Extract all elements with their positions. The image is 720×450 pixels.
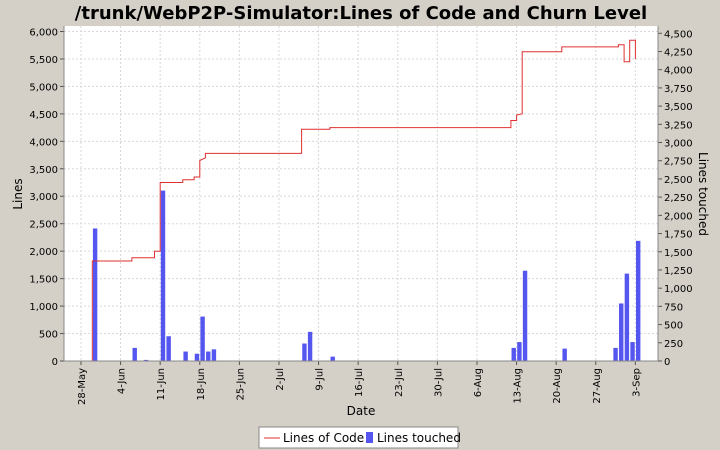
y2-tick-label: 1,000: [664, 284, 693, 295]
y-tick-label: 4,500: [29, 110, 58, 121]
churn-bar: [160, 190, 166, 361]
y2-tick-label: 3,000: [664, 139, 693, 150]
y-tick-label: 1,500: [29, 275, 58, 286]
churn-bar: [562, 348, 567, 361]
churn-bar: [206, 351, 211, 361]
x-tick-label: 6-Aug: [473, 368, 484, 397]
churn-bar: [636, 240, 641, 361]
x-tick-label: 27-Aug: [592, 368, 603, 404]
loc-line: [91, 39, 636, 361]
legend-box: [258, 426, 459, 449]
bars-series: [92, 190, 641, 361]
y2-tick-label: 3,250: [664, 120, 693, 131]
x-tick-label: 9-Jul: [315, 368, 326, 391]
churn-bar: [143, 359, 149, 361]
x-tick-label: 3-Sep: [631, 368, 642, 397]
churn-bar: [211, 349, 217, 361]
chart-title: /trunk/WebP2P-Simulator:Lines of Code an…: [75, 3, 647, 24]
right-axis: 0 250 500 750 1,000 1,250 1,500 1,750 2,000 2,250…: [657, 26, 693, 368]
y-tick-label: 500: [39, 330, 58, 341]
y2-tick-label: 250: [664, 339, 683, 350]
legend-bar-swatch: [366, 432, 373, 443]
y2-tick-label: 4,500: [664, 29, 693, 40]
x-tick-label: 23-Jul: [394, 368, 405, 397]
y2-tick-label: 750: [664, 302, 683, 313]
x-tick-label: 30-Jul: [433, 368, 444, 397]
y2-tick-label: 4,250: [664, 47, 693, 58]
churn-bar: [630, 342, 635, 361]
y-tick-label: 2,000: [29, 247, 58, 258]
plot-background: [64, 26, 658, 361]
churn-bar: [330, 356, 335, 361]
churn-bar: [302, 343, 307, 361]
y-tick-label: 3,500: [29, 165, 58, 176]
churn-bar: [200, 316, 205, 361]
x-tick-label: 13-Aug: [513, 368, 524, 404]
y2-tick-label: 1,750: [664, 230, 693, 241]
churn-bar: [619, 303, 624, 361]
x-tick-label: 2-Jul: [275, 368, 286, 391]
churn-bar: [166, 336, 171, 361]
x-tick-label: 25-Jun: [235, 368, 246, 401]
y2-axis-label: Lines touched: [696, 152, 710, 236]
y2-tick-label: 2,000: [664, 211, 693, 222]
y2-tick-label: 3,750: [664, 84, 693, 95]
legend-label-loc: Lines of Code: [283, 431, 364, 445]
churn-bar: [522, 270, 528, 361]
x-axis: 28-May 4-Jun 11-Jun 18-Jun 25-Jun 2-Jul 9-Jul 1…: [64, 360, 658, 405]
y-tick-label: 5,500: [29, 55, 58, 66]
plot-area: [64, 26, 658, 362]
y2-tick-label: 2,500: [664, 175, 693, 186]
x-tick-label: 4-Jun: [117, 368, 128, 394]
y2-tick-label: 0: [664, 357, 670, 368]
y2-tick-label: 2,250: [664, 193, 693, 204]
x-axis-label: Date: [347, 404, 376, 418]
churn-bar: [517, 342, 522, 361]
y2-tick-label: 3,500: [664, 102, 693, 113]
y2-tick-label: 1,250: [664, 266, 693, 277]
x-tick-label: 11-Jun: [156, 368, 167, 401]
legend-label-touched: Lines touched: [377, 431, 461, 445]
legend: Lines of Code Lines touched: [258, 426, 461, 449]
churn-bar: [307, 331, 313, 361]
churn-bar: [132, 347, 137, 361]
x-tick-label: 20-Aug: [552, 368, 563, 404]
x-tick-label: 18-Jun: [196, 368, 207, 401]
churn-bar: [613, 347, 618, 361]
churn-bar: [624, 273, 630, 361]
left-axis: 0 500 1,000 1,500 2,000 2,500 3,000 3,500 4,000 4…: [29, 26, 65, 368]
churn-bar: [511, 347, 516, 361]
y-tick-label: 5,000: [29, 82, 58, 93]
grid: [64, 26, 658, 362]
y-tick-label: 6,000: [29, 27, 58, 38]
y-axis-label: Lines: [11, 178, 25, 209]
churn-bar: [194, 353, 200, 361]
x-tick-label: 28-May: [77, 368, 88, 405]
y-tick-label: 1,000: [29, 302, 58, 313]
y2-tick-label: 500: [664, 321, 683, 332]
y2-tick-label: 1,500: [664, 248, 693, 259]
churn-bar: [92, 228, 98, 361]
y-tick-label: 2,500: [29, 220, 58, 231]
x-tick-label: 16-Jul: [354, 368, 365, 397]
y-tick-label: 4,000: [29, 137, 58, 148]
churn-bar: [183, 351, 188, 361]
y-tick-label: 3,000: [29, 192, 58, 203]
y-tick-label: 0: [52, 357, 58, 368]
y2-tick-label: 4,000: [664, 66, 693, 77]
y2-tick-label: 2,750: [664, 157, 693, 168]
